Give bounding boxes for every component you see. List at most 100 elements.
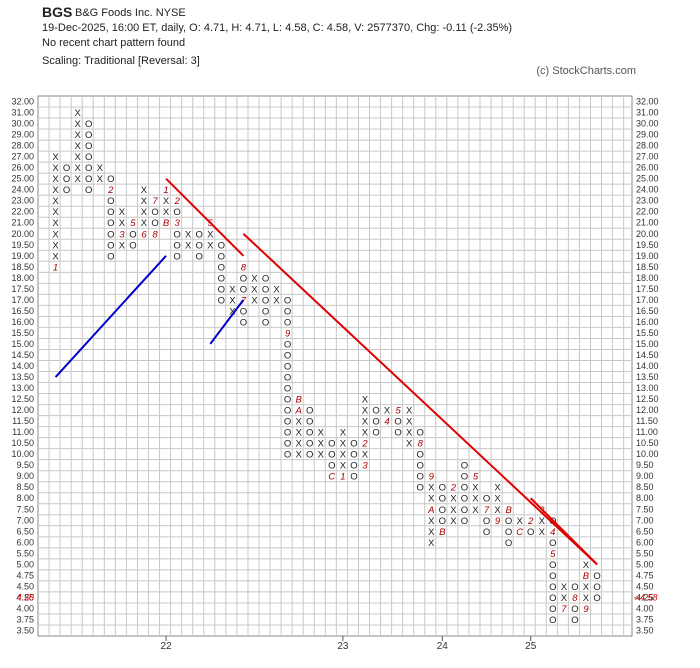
year-label: 22 (161, 641, 173, 652)
o-box: O (461, 461, 468, 472)
ticker-symbol: BGS (42, 4, 73, 20)
x-box: X (340, 450, 347, 461)
o-box: O (284, 417, 291, 428)
quote-line: 19-Dec-2025, 16:00 ET, daily, O: 4.71, H… (42, 22, 513, 34)
price-tick-label-left: 16.00 (11, 317, 34, 327)
o-box: O (218, 251, 225, 262)
x-box: X (75, 108, 82, 119)
x-box: X (406, 417, 413, 428)
o-box: O (218, 295, 225, 306)
x-box: X (52, 251, 59, 262)
o-box: O (284, 295, 291, 306)
x-box: X (251, 273, 258, 284)
o-box: O (549, 538, 556, 549)
price-tick-label-left: 17.50 (11, 284, 34, 294)
price-tick-label-left: 4.75 (16, 570, 34, 580)
o-box: O (107, 196, 114, 207)
x-box: X (494, 505, 501, 516)
o-box: O (417, 483, 424, 494)
x-box: X (561, 582, 568, 593)
o-box: O (306, 406, 313, 417)
x-box: X (141, 185, 148, 196)
o-box: O (85, 130, 92, 141)
x-box: X (52, 240, 59, 251)
resistance-trendline (242, 233, 598, 566)
o-box: O (593, 571, 600, 582)
price-tick-label-right: 4.75 (636, 570, 654, 580)
o-box: O (284, 317, 291, 328)
price-tick-label-right: 4.00 (636, 603, 654, 613)
x-box: X (583, 593, 590, 604)
o-box: O (107, 174, 114, 185)
o-box: O (350, 450, 357, 461)
x-box: X (583, 582, 590, 593)
price-tick-label-left: 7.00 (16, 515, 34, 525)
o-box: O (218, 240, 225, 251)
o-box: O (549, 560, 556, 571)
price-tick-label-left: 11.00 (12, 427, 34, 437)
price-tick-label-left: 19.00 (11, 251, 34, 261)
x-box: X (406, 406, 413, 417)
o-box: O (372, 417, 379, 428)
o-box: O (593, 593, 600, 604)
x-box: X (362, 428, 369, 439)
o-box: O (151, 207, 158, 218)
o-box: O (350, 472, 357, 483)
o-box: O (196, 251, 203, 262)
o-box: O (306, 439, 313, 450)
price-tick-label-left: 14.00 (11, 361, 34, 371)
o-box: O (284, 373, 291, 384)
price-tick-label-left: 15.00 (11, 339, 34, 349)
x-box: X (75, 119, 82, 130)
price-tick-label-right: 5.00 (636, 559, 654, 569)
o-box: O (417, 450, 424, 461)
x-box: X (428, 527, 435, 538)
price-tick-label-left: 22.00 (11, 207, 34, 217)
x-box: X (296, 450, 303, 461)
x-box: 1 (163, 185, 168, 196)
chart-frame (37, 95, 633, 637)
o-box: O (284, 339, 291, 350)
year-label: 25 (525, 641, 537, 652)
x-box: 2 (450, 483, 457, 494)
x-box: X (97, 174, 104, 185)
pattern-line: No recent chart pattern found (42, 37, 186, 49)
o-box: 8 (572, 593, 578, 604)
price-tick-label-right: 24.00 (636, 185, 659, 195)
price-tick-label-right: 8.00 (636, 493, 654, 503)
o-box: O (549, 582, 556, 593)
price-tick-label-right: 21.00 (636, 218, 659, 228)
o-box: O (218, 273, 225, 284)
o-box: O (173, 251, 180, 262)
o-box: O (328, 461, 335, 472)
x-box: X (472, 483, 479, 494)
o-box: O (549, 571, 556, 582)
current-price-label-left: 4.58 (16, 592, 34, 602)
price-tick-label-right: 15.50 (636, 328, 659, 338)
x-box: X (340, 461, 347, 472)
o-box: O (549, 615, 556, 626)
o-box: O (284, 450, 291, 461)
price-tick-label-left: 4.25 (16, 592, 34, 602)
price-tick-label-right: 7.50 (636, 504, 654, 514)
price-tick-label-left: 14.50 (11, 350, 34, 360)
price-tick-label-left: 27.00 (11, 152, 34, 162)
price-tick-label-left: 16.50 (11, 306, 34, 316)
price-tick-label-right: 7.00 (636, 515, 654, 525)
o-box: O (284, 306, 291, 317)
o-box: B (439, 527, 446, 538)
price-tick-label-right: 18.50 (636, 262, 659, 272)
price-tick-label-right: 29.00 (636, 130, 659, 140)
support-trendline (209, 299, 245, 345)
x-box: X (141, 196, 148, 207)
o-box: O (439, 494, 446, 505)
price-tick-label-left: 7.50 (16, 504, 34, 514)
x-box: 6 (141, 229, 147, 240)
price-tick-label-right: 30.00 (636, 119, 659, 129)
price-tick-label-right: 18.00 (636, 273, 659, 283)
o-box: O (505, 527, 512, 538)
o-box: O (571, 615, 578, 626)
price-tick-label-right: 28.00 (636, 141, 659, 151)
x-box: X (428, 538, 435, 549)
